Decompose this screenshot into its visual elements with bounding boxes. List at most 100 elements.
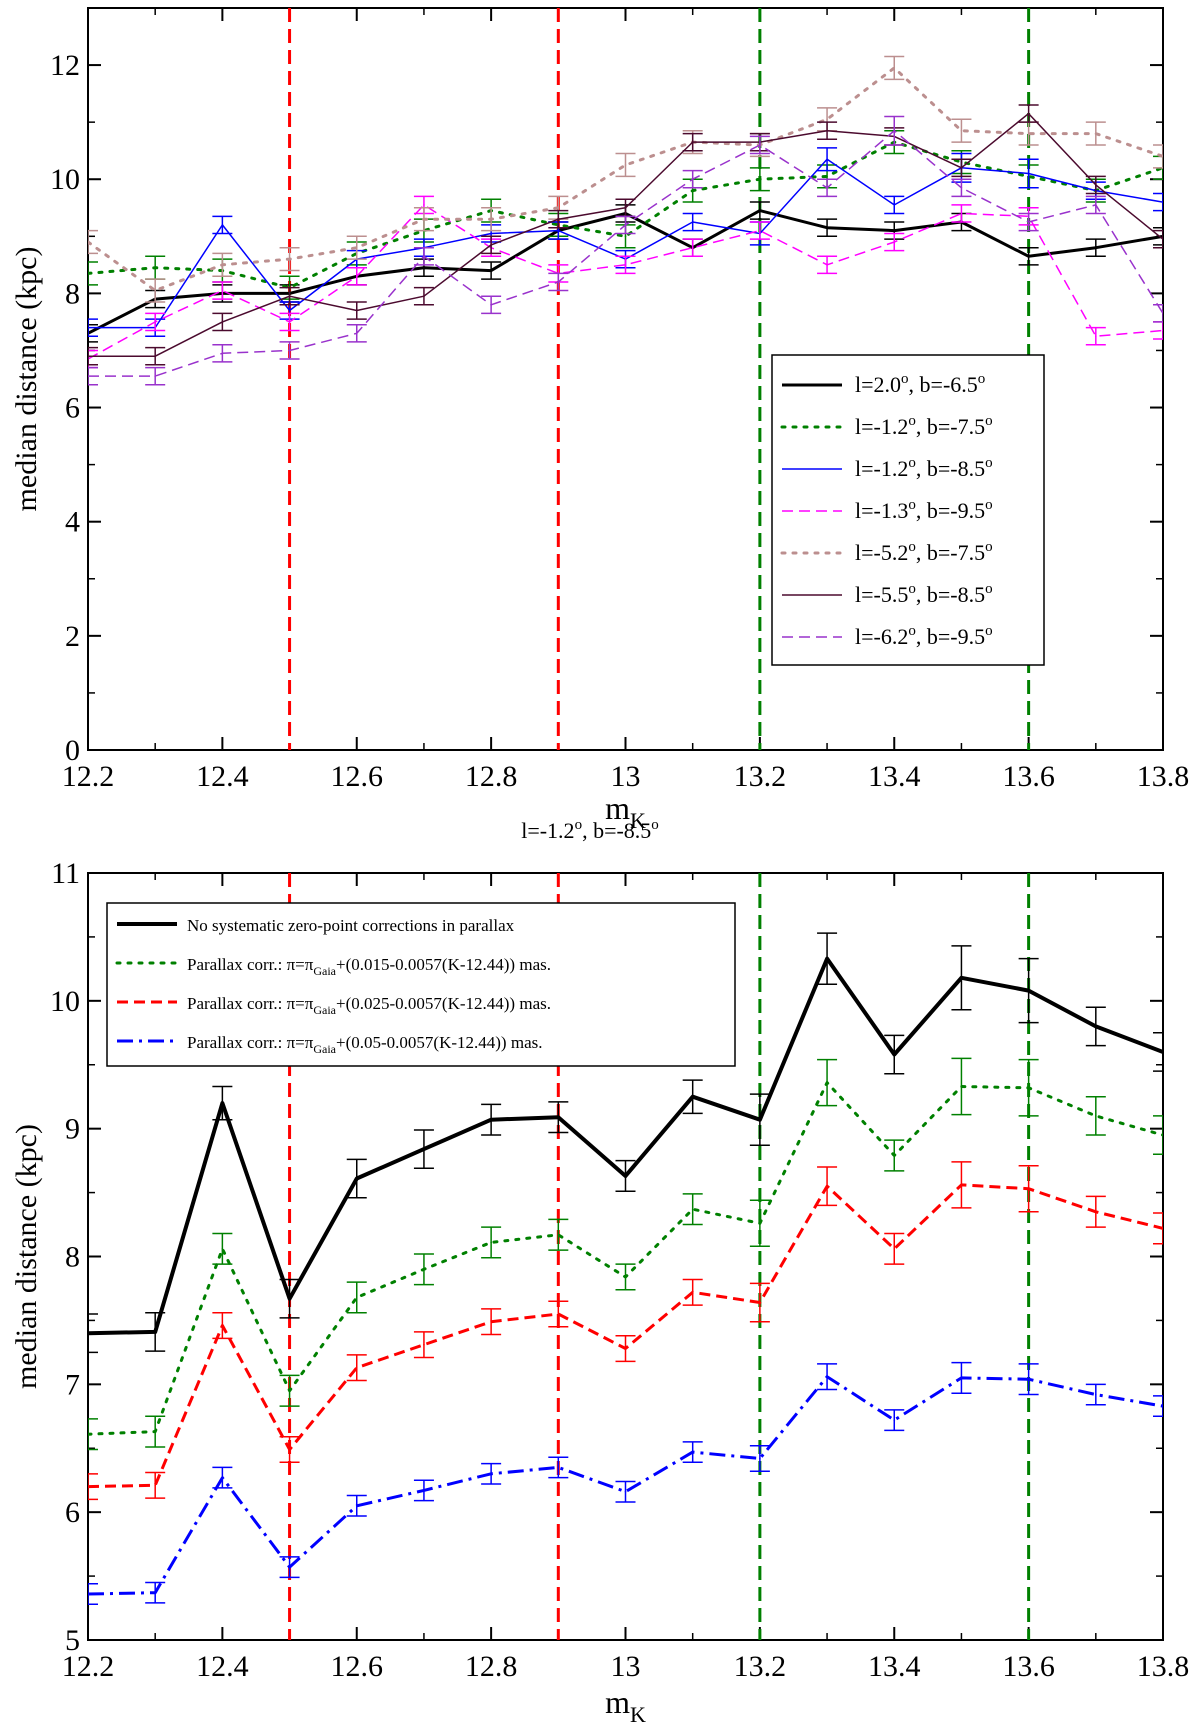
data-point bbox=[691, 1291, 694, 1294]
data-point bbox=[423, 204, 425, 206]
data-point bbox=[1162, 201, 1163, 203]
data-point bbox=[826, 186, 828, 189]
data-point bbox=[288, 295, 291, 298]
legend: l=2.0o, b=-6.5o l=-1.2o, b=-7.5o l=-1.2o, … bbox=[771, 354, 1045, 666]
legend-label: l=2.0o, b=-6.5o bbox=[855, 371, 985, 397]
x-tick-label: 13 bbox=[611, 1650, 641, 1683]
data-point bbox=[88, 241, 89, 243]
data-point bbox=[960, 977, 963, 979]
data-point bbox=[490, 218, 492, 220]
data-point bbox=[624, 1175, 627, 1177]
data-point bbox=[1162, 238, 1163, 240]
series-line bbox=[88, 204, 1163, 360]
data-point bbox=[1027, 112, 1030, 115]
data-point bbox=[759, 209, 761, 212]
data-point bbox=[288, 1448, 291, 1451]
data-point bbox=[490, 269, 492, 272]
data-point bbox=[355, 246, 358, 249]
data-point bbox=[624, 1347, 627, 1350]
data-point bbox=[624, 224, 627, 226]
data-point bbox=[826, 118, 828, 121]
data-point bbox=[355, 309, 358, 312]
y-tick-label: 7 bbox=[65, 1368, 80, 1401]
data-point bbox=[1095, 246, 1097, 249]
series-1 bbox=[88, 932, 1163, 1354]
data-point bbox=[826, 957, 828, 960]
data-point bbox=[1027, 1086, 1030, 1089]
data-point bbox=[154, 266, 156, 269]
data-point bbox=[1162, 1051, 1163, 1053]
data-point bbox=[826, 226, 828, 229]
y-tick-label: 8 bbox=[65, 1241, 80, 1274]
data-point bbox=[1162, 312, 1163, 315]
x-tick-label: 12.8 bbox=[465, 760, 518, 793]
x-tick-label: 13.2 bbox=[734, 760, 787, 793]
legend-label: No systematic zero-point corrections in … bbox=[187, 916, 515, 935]
data-point bbox=[221, 1248, 224, 1250]
data-point bbox=[826, 1185, 828, 1187]
data-point bbox=[624, 164, 627, 166]
x-tick-label: 13.8 bbox=[1137, 760, 1190, 793]
data-point bbox=[490, 1241, 492, 1244]
x-tick-label: 12.4 bbox=[196, 760, 249, 793]
data-point bbox=[423, 295, 425, 298]
data-point bbox=[490, 1118, 492, 1121]
data-point bbox=[490, 1473, 492, 1475]
data-point bbox=[557, 1466, 560, 1469]
x-axis-label: mK bbox=[605, 790, 646, 833]
data-point bbox=[1162, 1405, 1163, 1407]
y-axis-label: median distance (kpc) bbox=[10, 247, 43, 512]
x-tick-label: 12.6 bbox=[331, 1650, 384, 1683]
data-point bbox=[154, 375, 156, 377]
legend-label: Parallax corr.: π=πGaia+(0.025-0.0057(K-… bbox=[187, 994, 551, 1017]
data-point bbox=[88, 375, 89, 377]
y-tick-label: 10 bbox=[50, 985, 80, 1018]
series-line bbox=[88, 66, 1163, 292]
data-point bbox=[960, 1377, 963, 1379]
data-point bbox=[1027, 989, 1030, 992]
chart-panel-2: 12.2 12.4 12.6 12.8 13 13.2 13.4 13.6 13.8 5 6 7 8 9 1… bbox=[10, 817, 1189, 1727]
data-point bbox=[557, 1313, 560, 1315]
x-tick-label: 12.2 bbox=[62, 760, 115, 793]
data-point bbox=[759, 1118, 761, 1121]
y-tick-label: 8 bbox=[65, 277, 80, 310]
legend-label: l=-1.2o, b=-8.5o bbox=[855, 455, 993, 481]
data-point bbox=[691, 189, 694, 192]
data-point bbox=[88, 272, 89, 275]
data-point bbox=[1095, 1025, 1097, 1028]
y-tick-label: 0 bbox=[65, 734, 80, 767]
data-point bbox=[490, 304, 492, 306]
data-point bbox=[1095, 1115, 1097, 1117]
data-point bbox=[355, 332, 358, 335]
y-tick-label: 6 bbox=[65, 1496, 80, 1529]
legend-label: l=-1.2o, b=-7.5o bbox=[855, 413, 993, 439]
data-point bbox=[490, 1320, 492, 1323]
data-point bbox=[88, 1485, 89, 1488]
data-point bbox=[355, 275, 358, 278]
series-4 bbox=[88, 1361, 1163, 1605]
data-point bbox=[759, 178, 761, 181]
data-point bbox=[88, 355, 89, 357]
data-point bbox=[826, 264, 828, 266]
data-point bbox=[1027, 255, 1030, 258]
data-point bbox=[154, 355, 156, 357]
data-point bbox=[557, 229, 560, 232]
data-point bbox=[557, 1233, 560, 1236]
x-tick-label: 13.6 bbox=[1002, 760, 1055, 793]
data-point bbox=[1027, 172, 1030, 175]
y-tick-label: 9 bbox=[65, 1113, 80, 1146]
data-point bbox=[1027, 221, 1030, 223]
x-tick-label: 13.4 bbox=[868, 1650, 921, 1683]
series-5 bbox=[88, 55, 1163, 303]
data-point bbox=[423, 1343, 425, 1346]
data-point bbox=[960, 212, 963, 215]
data-point bbox=[423, 218, 425, 220]
data-point bbox=[893, 241, 896, 243]
data-point bbox=[423, 1268, 425, 1271]
data-point bbox=[221, 1102, 224, 1104]
data-point bbox=[826, 129, 828, 132]
data-point bbox=[1095, 204, 1097, 206]
data-point bbox=[960, 1184, 963, 1186]
data-point bbox=[893, 1154, 896, 1157]
